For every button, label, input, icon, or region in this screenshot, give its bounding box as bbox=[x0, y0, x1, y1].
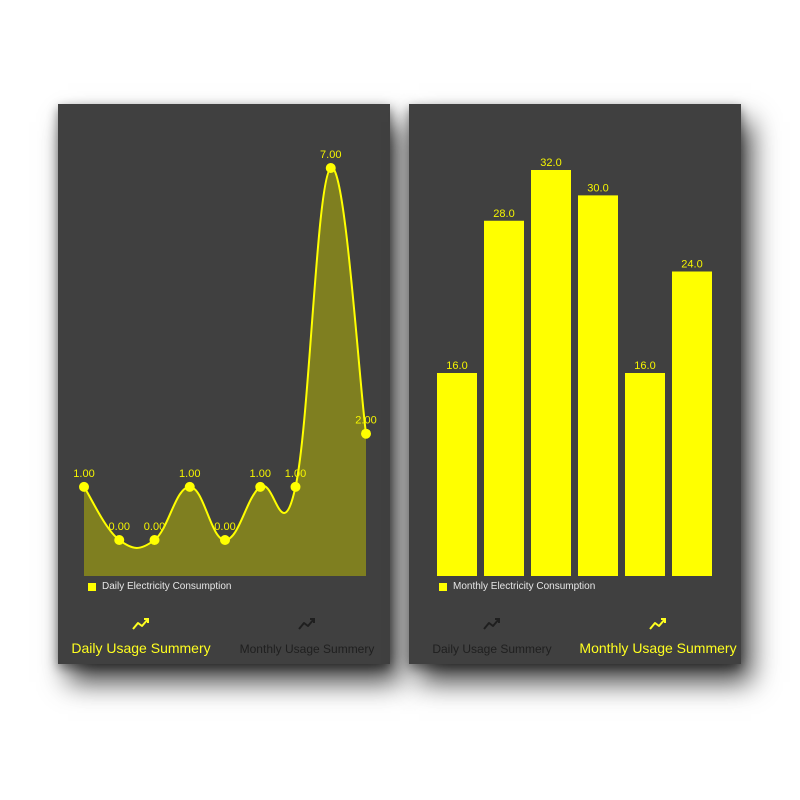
data-point bbox=[184, 481, 195, 492]
legend-swatch bbox=[88, 582, 96, 591]
bar-value-label: 30.0 bbox=[587, 182, 608, 194]
tab-daily-usage[interactable]: Daily Usage Summery bbox=[409, 609, 575, 664]
data-label: 0.00 bbox=[109, 521, 130, 533]
data-label: 7.00 bbox=[320, 149, 341, 161]
bar bbox=[437, 373, 477, 576]
data-point bbox=[149, 535, 160, 545]
data-point bbox=[79, 481, 89, 492]
data-point bbox=[255, 481, 266, 492]
data-label: 0.00 bbox=[144, 521, 165, 533]
data-point bbox=[290, 481, 301, 492]
bar bbox=[531, 170, 571, 576]
tab-monthly-usage-label: Monthly Usage Summery bbox=[579, 640, 737, 656]
bar-value-label: 32.0 bbox=[540, 157, 561, 169]
data-label: 1.00 bbox=[250, 468, 271, 480]
bar-value-label: 16.0 bbox=[446, 360, 467, 372]
data-point bbox=[361, 428, 371, 439]
consumption-area bbox=[84, 167, 366, 576]
daily-legend: Daily Electricity Consumption bbox=[88, 581, 232, 592]
data-label: 0.00 bbox=[214, 521, 235, 533]
data-point bbox=[220, 535, 230, 545]
bar bbox=[484, 220, 524, 576]
data-point bbox=[325, 163, 336, 173]
monthly-consumption-chart: 16.0 28.0 32.0 30.0 16.0 24.0 bbox=[437, 157, 712, 576]
bottom-tab-bar: Daily Usage Summery Monthly Usage Summer… bbox=[409, 609, 741, 664]
daily-legend-label: Daily Electricity Consumption bbox=[102, 581, 232, 592]
data-point bbox=[114, 535, 125, 545]
data-label: 1.00 bbox=[285, 468, 306, 480]
bar bbox=[672, 271, 712, 576]
trend-line-icon bbox=[132, 618, 149, 630]
bar-value-label: 16.0 bbox=[634, 360, 655, 372]
monthly-legend-label: Monthly Electricity Consumption bbox=[453, 581, 596, 592]
bottom-tab-bar: Daily Usage Summery Monthly Usage Summer… bbox=[58, 609, 390, 664]
daily-screen: 1.00 0.00 0.00 1.00 0.00 1.00 1.00 7.00 2.00 Dai… bbox=[58, 104, 390, 664]
tab-monthly-usage[interactable]: Monthly Usage Summery bbox=[224, 609, 390, 664]
monthly-screen: 16.0 28.0 32.0 30.0 16.0 24.0 Monthly Electri… bbox=[409, 104, 741, 664]
daily-consumption-chart: 1.00 0.00 0.00 1.00 0.00 1.00 1.00 7.00 2.00 bbox=[73, 149, 377, 576]
data-label: 2.00 bbox=[355, 415, 376, 427]
tab-daily-usage-label: Daily Usage Summery bbox=[432, 642, 552, 656]
tab-monthly-usage-label: Monthly Usage Summery bbox=[239, 642, 375, 656]
trend-line-icon bbox=[298, 618, 315, 630]
bar bbox=[625, 373, 665, 576]
monthly-legend: Monthly Electricity Consumption bbox=[439, 581, 595, 592]
data-label: 1.00 bbox=[73, 468, 94, 480]
tab-daily-usage-label: Daily Usage Summery bbox=[71, 640, 211, 656]
data-label: 1.00 bbox=[179, 468, 200, 480]
bar-value-label: 24.0 bbox=[681, 259, 702, 271]
bar-value-label: 28.0 bbox=[493, 208, 514, 220]
bar bbox=[578, 195, 618, 576]
tab-monthly-usage[interactable]: Monthly Usage Summery bbox=[575, 609, 741, 664]
trend-line-icon bbox=[649, 618, 666, 630]
legend-swatch bbox=[439, 582, 447, 591]
tab-daily-usage[interactable]: Daily Usage Summery bbox=[58, 609, 224, 664]
trend-line-icon bbox=[483, 618, 500, 630]
